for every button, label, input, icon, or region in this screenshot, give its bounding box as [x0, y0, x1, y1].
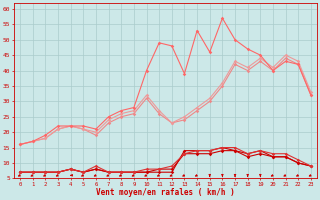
- X-axis label: Vent moyen/en rafales ( km/h ): Vent moyen/en rafales ( km/h ): [96, 188, 235, 197]
